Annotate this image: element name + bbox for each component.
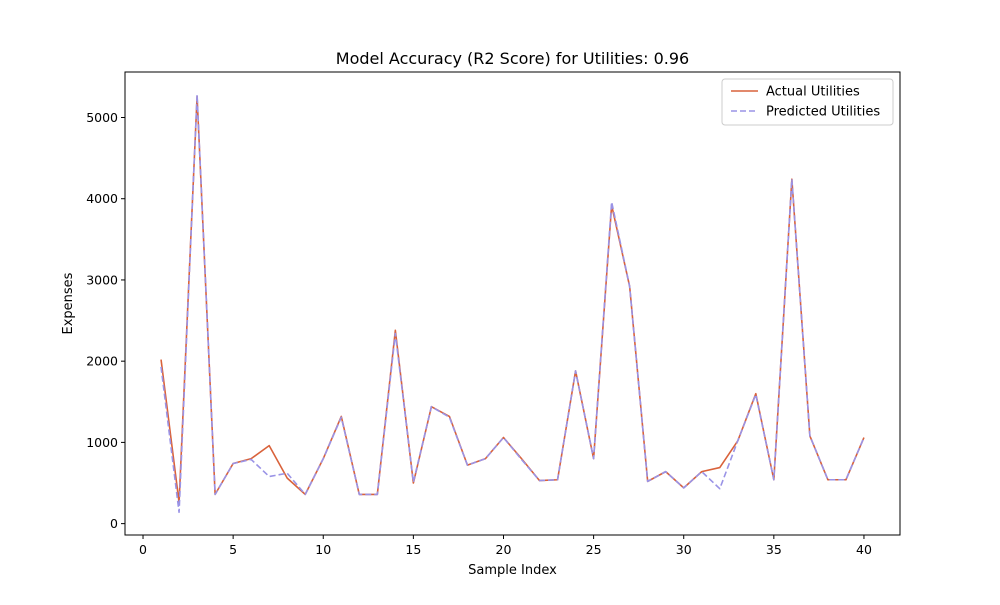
x-tick-label: 20: [496, 542, 512, 557]
series-line-actual: [160, 95, 865, 504]
chart-title: Model Accuracy (R2 Score) for Utilities:…: [336, 49, 689, 68]
x-tick-label: 5: [229, 542, 237, 557]
x-tick-label: 25: [586, 542, 602, 557]
y-tick-label: 3000: [86, 272, 118, 287]
x-tick-label: 35: [766, 542, 782, 557]
x-tick-label: 40: [856, 542, 872, 557]
x-axis: 0 5 10 15 20 25 30 35 40: [139, 535, 872, 557]
x-tick-label: 0: [139, 542, 147, 557]
legend-label: Predicted Utilities: [766, 105, 880, 120]
series-layer: [160, 93, 865, 514]
legend: Actual Utilities Predicted Utilities: [721, 78, 894, 126]
x-tick-label: 30: [676, 542, 692, 557]
series-line-predicted: [160, 93, 865, 514]
x-tick-label: 15: [405, 542, 421, 557]
legend-label: Actual Utilities: [766, 85, 860, 100]
y-tick-label: 5000: [86, 110, 118, 125]
y-tick-label: 4000: [86, 191, 118, 206]
legend-box: [721, 78, 894, 126]
plot-frame: [124, 71, 901, 536]
y-tick-label: 1000: [86, 435, 118, 450]
y-tick-label: 2000: [86, 354, 118, 369]
x-axis-label: Sample Index: [468, 563, 557, 578]
y-tick-label: 0: [110, 516, 118, 531]
y-axis: 0 1000 2000 3000 4000 5000: [86, 110, 125, 531]
y-axis-label: Expenses: [61, 272, 76, 334]
x-tick-label: 10: [315, 542, 331, 557]
